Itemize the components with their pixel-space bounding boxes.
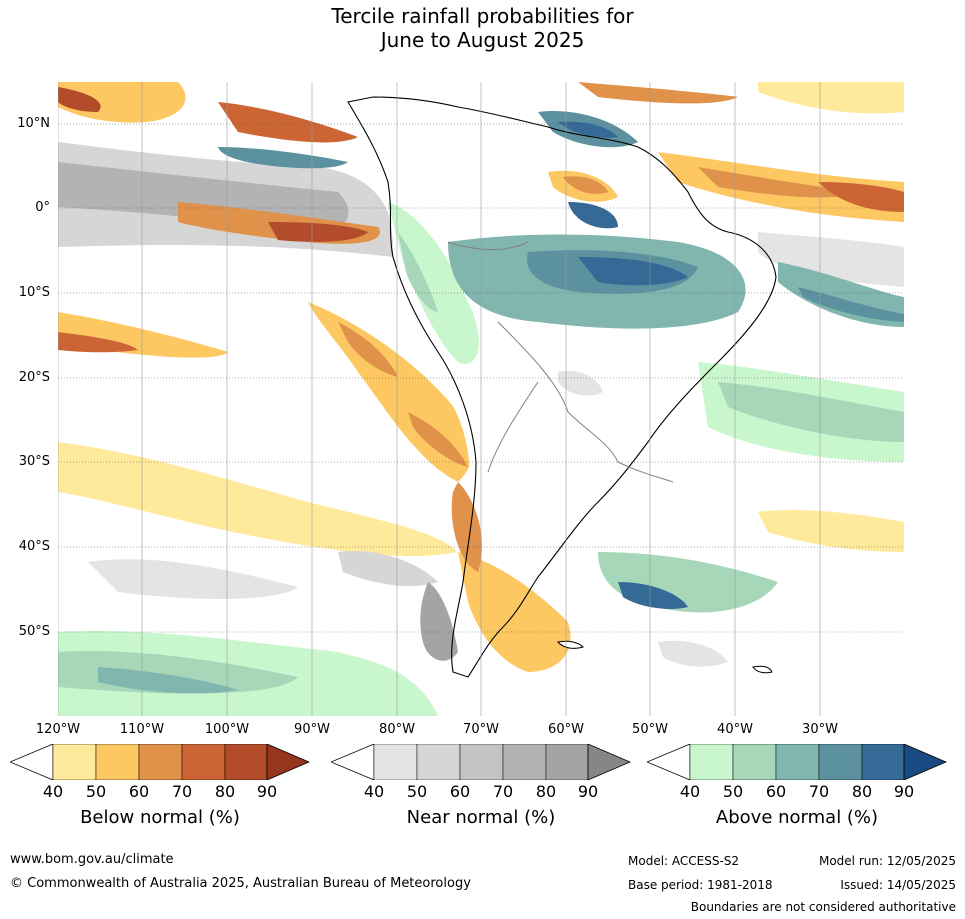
colorbar-tick: 70 bbox=[492, 782, 514, 801]
model-text: Model: ACCESS-S2 bbox=[628, 854, 740, 868]
above-normal-colorbar bbox=[647, 744, 947, 780]
x-tick-label: 80°W bbox=[379, 722, 415, 737]
x-tick-label: 60°W bbox=[548, 722, 584, 737]
colorbar-tick: 90 bbox=[577, 782, 599, 801]
model-run-text: Model run: 12/05/2025 bbox=[818, 854, 956, 868]
rainfall-probability-map bbox=[58, 82, 904, 716]
colorbar-tick: 40 bbox=[363, 782, 385, 801]
colorbar-swatch bbox=[181, 744, 226, 780]
y-tick-label: 40°S bbox=[18, 539, 50, 554]
colorbar-swatch bbox=[459, 744, 504, 780]
colorbar-swatch bbox=[545, 744, 589, 780]
title-line-1: Tercile rainfall probabilities for bbox=[331, 4, 634, 28]
colorbar-tick: 90 bbox=[893, 782, 915, 801]
x-tick-label: 120°W bbox=[35, 722, 81, 737]
chart-title: Tercile rainfall probabilities for June … bbox=[0, 4, 965, 52]
x-tick-label: 70°W bbox=[463, 722, 499, 737]
colorbar-swatch bbox=[903, 744, 947, 780]
colorbar-tick: 40 bbox=[679, 782, 701, 801]
colorbar-swatch bbox=[138, 744, 183, 780]
colorbar-swatch bbox=[818, 744, 863, 780]
x-tick-label: 100°W bbox=[204, 722, 250, 737]
x-tick-label: 50°W bbox=[632, 722, 668, 737]
colorbar-swatch bbox=[587, 744, 631, 780]
colorbar-tick: 70 bbox=[808, 782, 830, 801]
above-normal-title: Above normal (%) bbox=[715, 807, 879, 828]
title-line-2: June to August 2025 bbox=[380, 28, 585, 52]
colorbar-tick: 40 bbox=[42, 782, 64, 801]
disclaimer-text: Boundaries are not considered authoritat… bbox=[690, 900, 956, 914]
colorbar-tick: 80 bbox=[851, 782, 873, 801]
colorbar-swatch bbox=[95, 744, 140, 780]
y-tick-label: 30°S bbox=[18, 454, 50, 469]
colorbar-swatch bbox=[266, 744, 310, 780]
colorbar-tick: 80 bbox=[214, 782, 236, 801]
colorbar-tick: 50 bbox=[406, 782, 428, 801]
near-normal-title: Near normal (%) bbox=[406, 807, 556, 828]
website-link[interactable]: www.bom.gov.au/climate bbox=[10, 852, 174, 867]
colorbar-swatch bbox=[732, 744, 777, 780]
below-normal-colorbar bbox=[10, 744, 310, 780]
colorbar-tick: 50 bbox=[85, 782, 107, 801]
colorbar-tick: 70 bbox=[171, 782, 193, 801]
x-tick-label: 40°W bbox=[717, 722, 753, 737]
map-svg bbox=[58, 82, 904, 716]
near-normal-colorbar bbox=[331, 744, 631, 780]
colorbar-swatch bbox=[502, 744, 547, 780]
x-tick-label: 110°W bbox=[119, 722, 165, 737]
x-tick-label: 90°W bbox=[294, 722, 330, 737]
colorbar-tick: 60 bbox=[449, 782, 471, 801]
colorbar-tick: 80 bbox=[535, 782, 557, 801]
y-tick-label: 0° bbox=[35, 200, 50, 215]
y-tick-label: 10°S bbox=[18, 285, 50, 300]
base-period-text: Base period: 1981-2018 bbox=[628, 878, 773, 892]
y-tick-label: 10°N bbox=[17, 116, 50, 131]
colorbar-tick: 60 bbox=[765, 782, 787, 801]
colorbar-swatch bbox=[689, 744, 734, 780]
copyright-text: © Commonwealth of Australia 2025, Austra… bbox=[10, 876, 471, 891]
colorbar-swatch bbox=[373, 744, 418, 780]
colorbar-swatch bbox=[775, 744, 820, 780]
x-tick-label: 30°W bbox=[802, 722, 838, 737]
y-tick-label: 20°S bbox=[18, 370, 50, 385]
below-normal-title: Below normal (%) bbox=[80, 807, 240, 828]
colorbar-swatch bbox=[52, 744, 97, 780]
colorbar-tick: 90 bbox=[256, 782, 278, 801]
colorbar-swatch bbox=[861, 744, 905, 780]
colorbar-swatch bbox=[416, 744, 461, 780]
colorbar-tick: 60 bbox=[128, 782, 150, 801]
issued-text: Issued: 14/05/2025 bbox=[840, 878, 956, 892]
colorbar-swatch bbox=[224, 744, 268, 780]
colorbar-tick: 50 bbox=[722, 782, 744, 801]
y-tick-label: 50°S bbox=[18, 624, 50, 639]
